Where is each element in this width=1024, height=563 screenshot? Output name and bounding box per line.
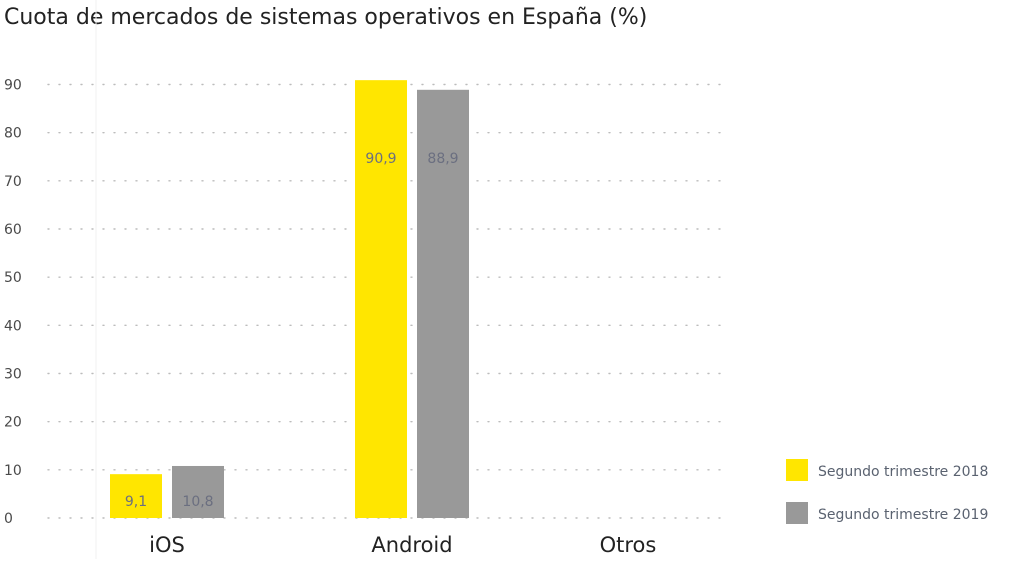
- legend-label: Segundo trimestre 2018: [818, 464, 988, 480]
- y-tick-label: 60: [4, 222, 22, 238]
- chart-title: Cuota de mercados de sistemas operativos…: [4, 5, 647, 30]
- legend-swatch: [786, 459, 808, 481]
- y-tick-label: 70: [4, 174, 22, 190]
- x-tick-label: Android: [371, 533, 452, 557]
- y-tick-label: 0: [4, 511, 13, 527]
- y-tick-label: 80: [4, 126, 22, 142]
- data-label: 10,8: [182, 494, 213, 510]
- bar-android-2: [417, 89, 469, 518]
- data-label: 88,9: [427, 151, 458, 167]
- data-label: 90,9: [365, 151, 396, 167]
- data-label: 9,1: [125, 494, 147, 510]
- y-tick-label: 30: [4, 367, 22, 383]
- x-tick-label: Otros: [600, 533, 657, 557]
- grid-layer: 0 10 20 30 40 50 60 70 80 90: [4, 78, 729, 527]
- bar-ios-2: [172, 465, 224, 518]
- y-tick-label: 10: [4, 463, 22, 479]
- bars-layer: [110, 80, 469, 518]
- labels-layer: 9,1 10,8 iOS 90,9 88,9 Android Otros: [125, 151, 657, 557]
- legend-label: Segundo trimestre 2019: [818, 507, 988, 523]
- x-tick-label: iOS: [149, 533, 185, 557]
- y-tick-label: 90: [4, 78, 22, 94]
- bar-android-1: [355, 80, 407, 518]
- y-tick-label: 50: [4, 270, 22, 286]
- legend-swatch: [786, 502, 808, 524]
- legend: Segundo trimestre 2018 Segundo trimestre …: [786, 459, 988, 524]
- y-tick-label: 20: [4, 415, 22, 431]
- bar-ios-1: [110, 474, 162, 518]
- y-tick-label: 40: [4, 318, 22, 334]
